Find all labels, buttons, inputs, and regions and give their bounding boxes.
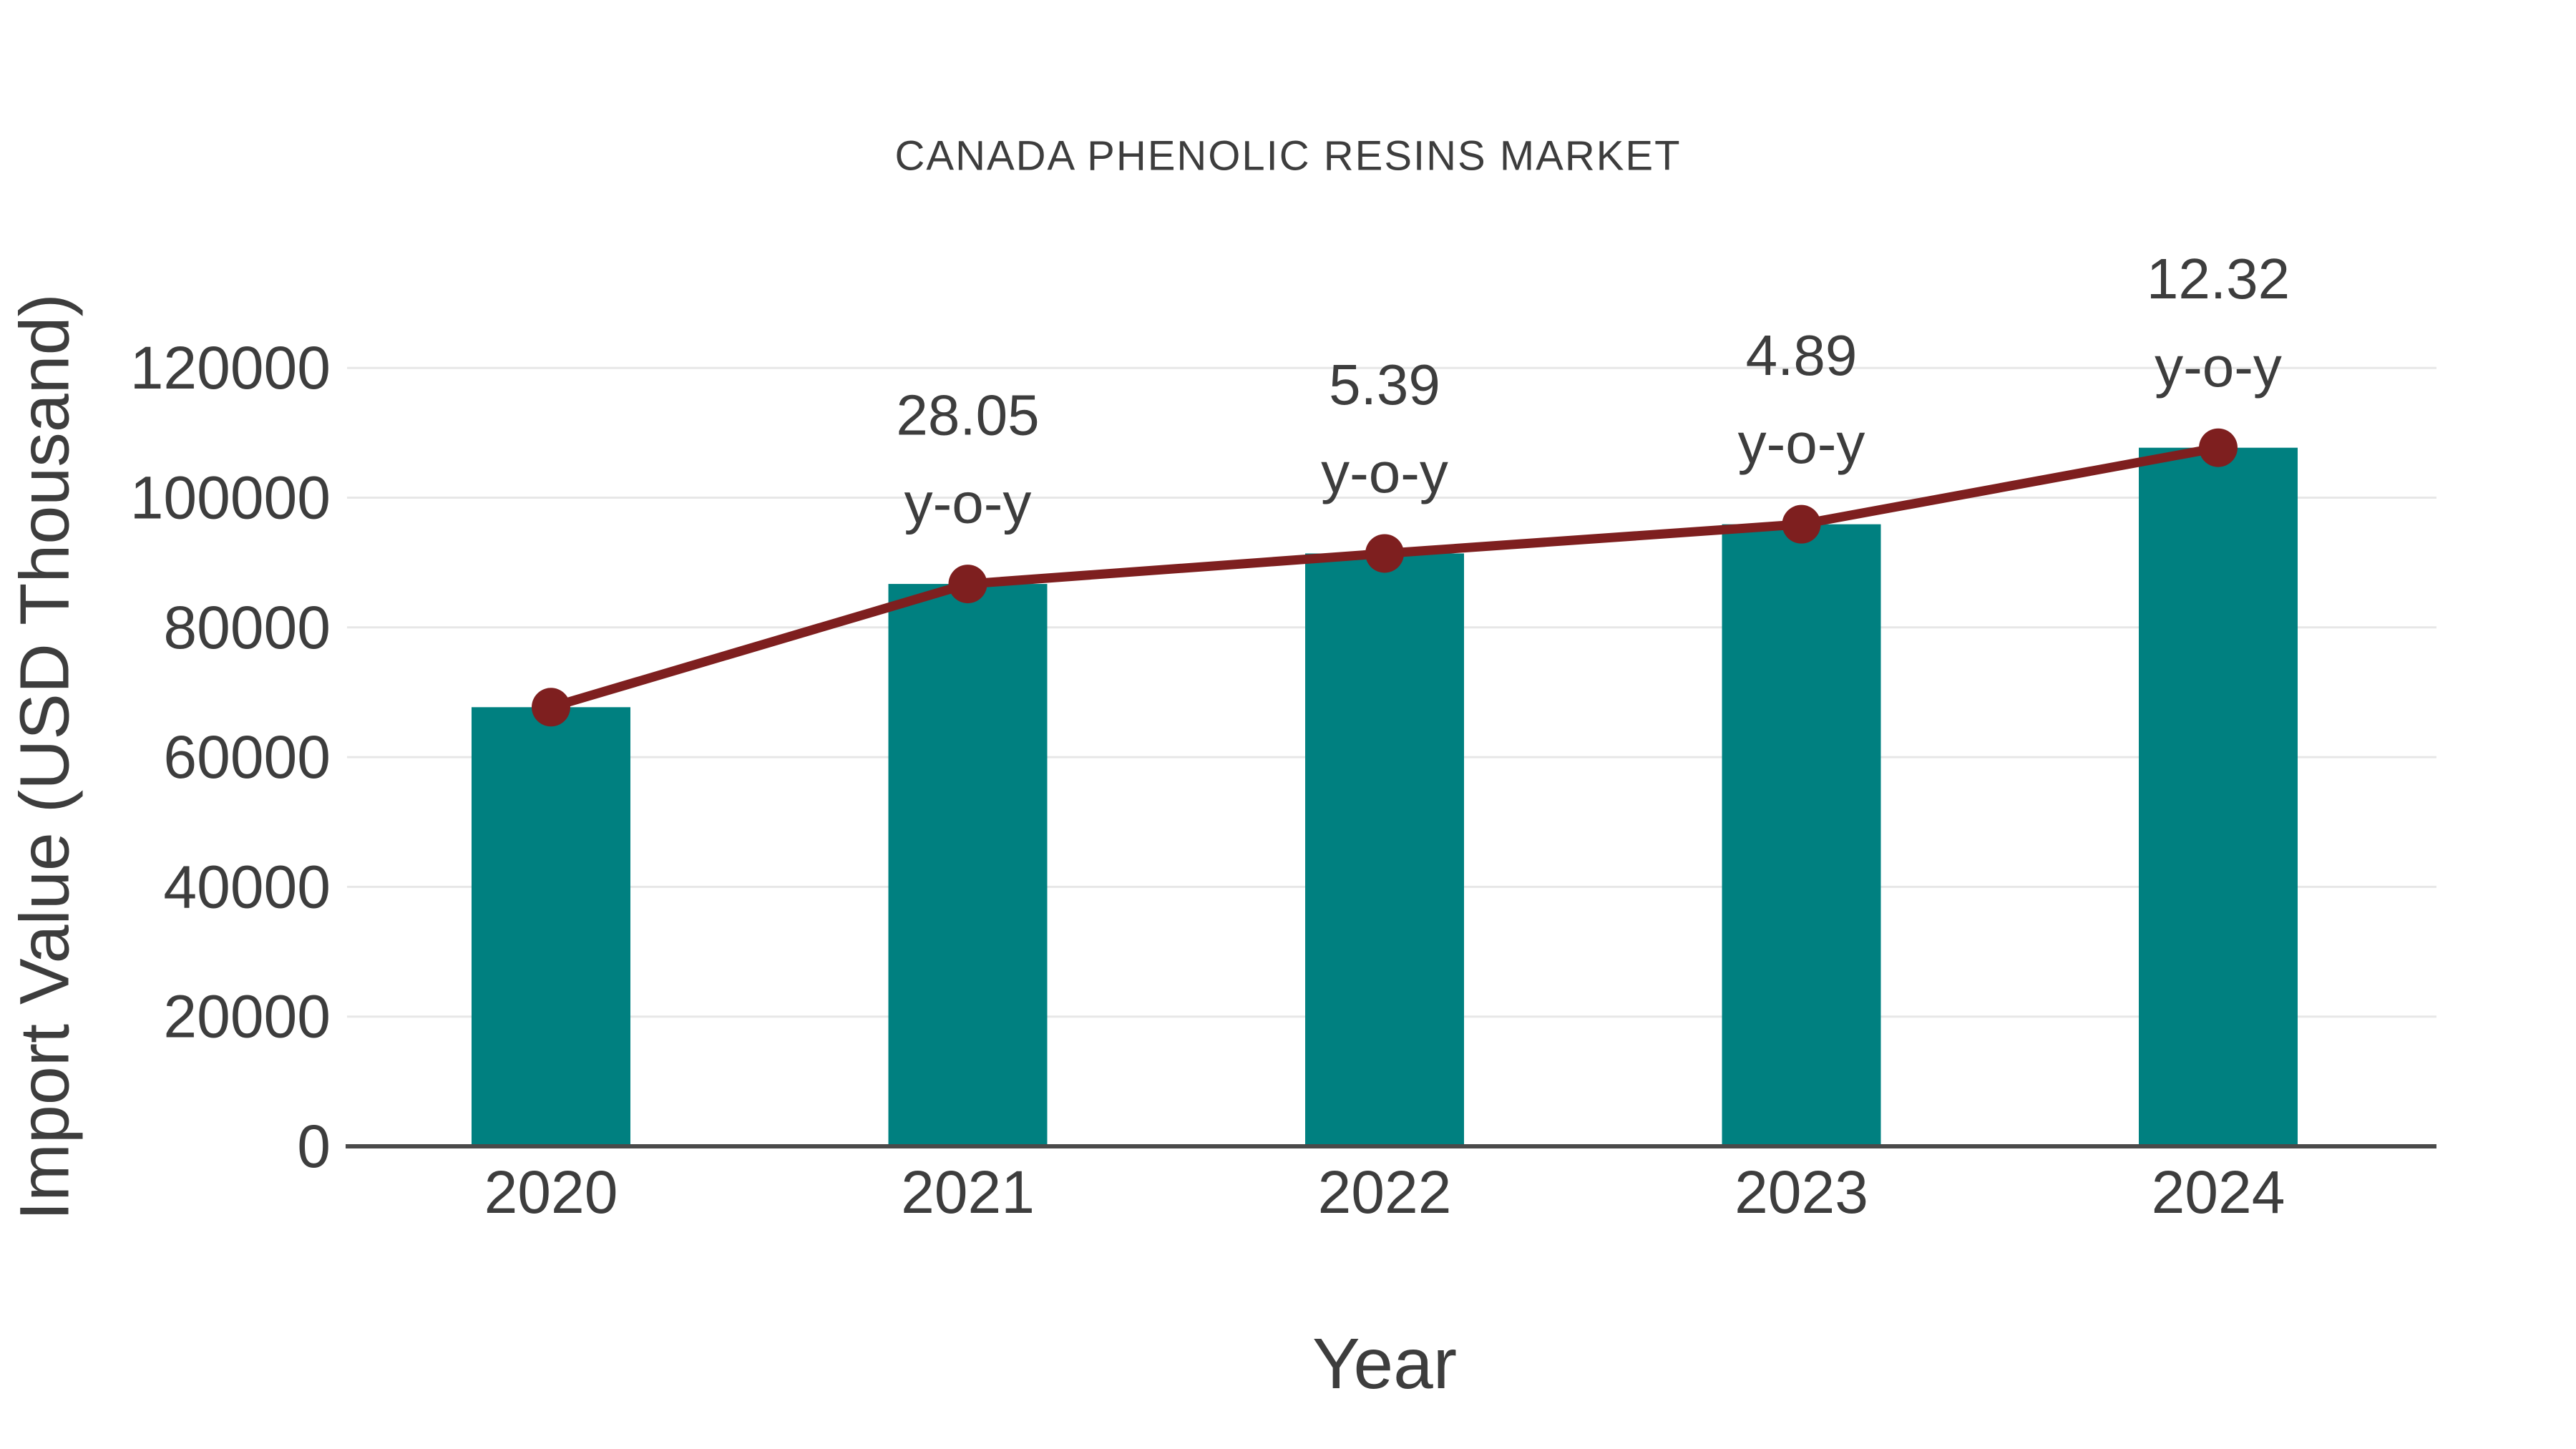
bar-series	[472, 447, 2298, 1148]
bar	[472, 707, 630, 1148]
y-tick-labels: 0 20000 40000 60000 80000 100000 120000	[130, 334, 331, 1180]
annotations: 28.05 y-o-y 5.39 y-o-y 4.89 y-o-y 12.32 y-o-y	[896, 247, 2290, 535]
y-tick-label: 100000	[130, 464, 331, 532]
x-tick-label: 2021	[901, 1158, 1035, 1226]
y-tick-label: 20000	[163, 983, 331, 1050]
bar	[2139, 447, 2298, 1148]
yoy-suffix-label: y-o-y	[2155, 335, 2282, 399]
bar	[1305, 553, 1464, 1148]
x-tick-label: 2022	[1318, 1158, 1452, 1226]
y-tick-label: 40000	[163, 853, 331, 920]
x-axis-title: Year	[1312, 1324, 1457, 1404]
chart-title: CANADA PHENOLIC RESINS MARKET	[895, 133, 1682, 180]
bar	[888, 584, 1048, 1148]
yoy-value-label: 5.39	[1329, 353, 1440, 416]
line-marker	[1365, 534, 1404, 573]
yoy-suffix-label: y-o-y	[904, 472, 1032, 535]
y-tick-label: 120000	[130, 334, 331, 401]
yoy-value-label: 12.32	[2147, 247, 2290, 311]
yoy-value-label: 4.89	[1746, 323, 1858, 387]
y-axis-title: Import Value (USD Thousand)	[6, 293, 84, 1221]
y-tick-label: 0	[297, 1113, 331, 1180]
line-marker	[2199, 428, 2238, 467]
bar	[1722, 524, 1881, 1148]
yoy-value-label: 28.05	[896, 384, 1039, 447]
line-marker	[1782, 504, 1821, 544]
yoy-suffix-label: y-o-y	[1321, 441, 1448, 504]
x-tick-label: 2023	[1735, 1158, 1868, 1226]
x-tick-labels: 2020 2021 2022 2023 2024	[484, 1158, 2285, 1226]
line-marker	[532, 688, 570, 727]
y-tick-label: 60000	[163, 723, 331, 791]
y-tick-label: 80000	[163, 594, 331, 661]
x-tick-label: 2024	[2152, 1158, 2285, 1226]
yoy-suffix-label: y-o-y	[1738, 411, 1865, 475]
x-tick-label: 2020	[484, 1158, 618, 1226]
line-series	[532, 428, 2238, 727]
line-marker	[948, 565, 987, 604]
